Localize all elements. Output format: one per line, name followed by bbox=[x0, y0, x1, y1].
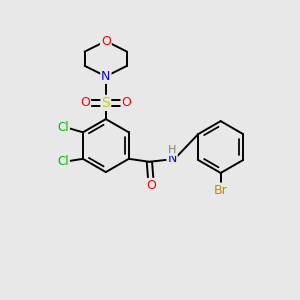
Text: S: S bbox=[101, 96, 110, 110]
Text: N: N bbox=[101, 70, 110, 83]
Text: N: N bbox=[167, 152, 177, 165]
Text: Cl: Cl bbox=[57, 121, 69, 134]
Text: H: H bbox=[168, 145, 176, 155]
Text: O: O bbox=[80, 96, 90, 110]
Text: Br: Br bbox=[214, 184, 227, 196]
Text: Cl: Cl bbox=[57, 155, 69, 168]
Text: O: O bbox=[122, 96, 131, 110]
Text: O: O bbox=[101, 34, 111, 48]
Text: O: O bbox=[146, 179, 156, 192]
